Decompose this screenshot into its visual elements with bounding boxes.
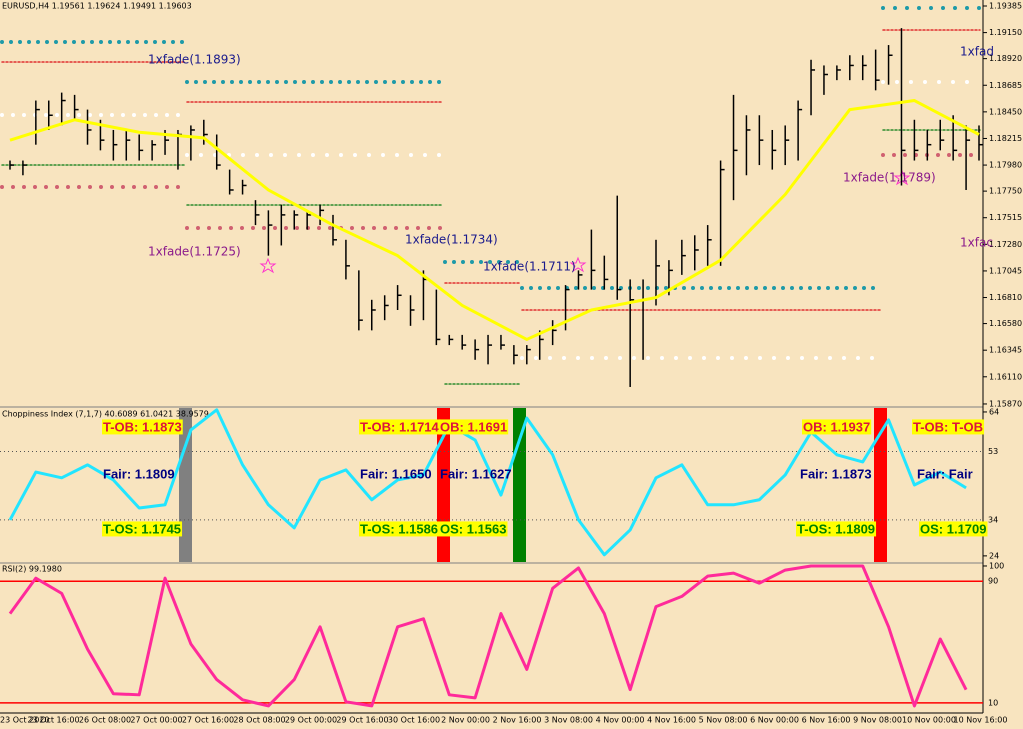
annotation-highlight	[439, 419, 509, 435]
x-tick-label: 29 Oct 16:00	[336, 716, 388, 725]
annotation-highlight	[912, 419, 985, 435]
annotation: T-OS: 1.1586	[360, 521, 438, 536]
annotation: 1xfade(1.1711)	[483, 260, 576, 274]
annotation: 1xfade(1.1734)	[405, 233, 498, 247]
annotation: Fair: 1.1627	[440, 466, 512, 481]
y-tick-label: 1.16345	[989, 346, 1022, 355]
x-tick-label: 23 Oct 2020	[0, 716, 49, 725]
annotation: T-OS: 1.1745	[103, 521, 181, 536]
x-tick-label: 23 Oct 16:00	[27, 716, 79, 725]
annotation-highlight	[802, 419, 872, 435]
annotation-highlight	[439, 521, 508, 537]
annotation: T-OB: T-OB	[913, 419, 983, 434]
y-tick-label: 100	[989, 561, 1004, 570]
annotation: Fair: 1.1650	[360, 466, 432, 481]
annotation: OS: 1.1709	[920, 521, 987, 536]
y-tick-label: 1.17045	[989, 266, 1022, 275]
annotation-highlight	[359, 419, 441, 435]
fade-levels	[0, 6, 982, 385]
x-tick-label: 10 Nov 00:00	[902, 716, 956, 725]
annotation: T-OB: 1.1873	[103, 419, 182, 434]
chart-title: EURUSD,H4 1.19561 1.19624 1.19491 1.1960…	[2, 2, 192, 11]
y-tick-label: 1.19385	[989, 2, 1022, 11]
x-tick-label: 30 Oct 16:00	[388, 716, 440, 725]
annotation: 1xfac	[960, 236, 993, 250]
annotation: 1xfade(1.1893)	[148, 53, 241, 67]
annotation: Fair: 1.1873	[800, 466, 872, 481]
level-label: 90	[988, 577, 998, 586]
annotation: T-OB: 1.1714	[360, 419, 440, 434]
x-tick-label: 27 Oct 00:00	[130, 716, 182, 725]
annotation: 1xfade(1.1725)	[148, 245, 241, 259]
x-tick-label: 4 Nov 00:00	[596, 716, 645, 725]
x-tick-label: 29 Oct 00:00	[285, 716, 337, 725]
indicator-title: RSI(2) 99.1980	[2, 565, 62, 574]
annotation: 1xfade(1.1789)	[843, 171, 936, 185]
annotation: Fair: 1.1809	[103, 466, 175, 481]
x-tick-label: 28 Oct 08:00	[233, 716, 285, 725]
level-label: 10	[988, 698, 998, 707]
annotation: Fair: Fair	[917, 466, 973, 481]
annotation-highlight	[102, 419, 183, 435]
indicator-line	[9, 99, 980, 341]
annotation-highlight	[919, 521, 988, 537]
x-tick-label: 9 Nov 08:00	[853, 716, 902, 725]
y-tick-label: 1.15870	[989, 399, 1022, 408]
indicator-line	[8, 408, 967, 557]
level-label: 53	[988, 447, 998, 456]
y-tick-label: 1.16110	[989, 372, 1022, 381]
annotation: T-OS: 1.1809	[797, 521, 875, 536]
y-tick-label: 1.18215	[989, 134, 1022, 143]
y-tick-label: 1.18685	[989, 81, 1022, 90]
y-tick-label: 1.19150	[989, 28, 1022, 37]
y-tick-label: 64	[989, 407, 999, 416]
y-tick-label: 1.17280	[989, 240, 1022, 249]
y-tick-label: 1.16580	[989, 319, 1022, 328]
x-tick-label: 4 Nov 16:00	[647, 716, 696, 725]
x-tick-label: 6 Nov 16:00	[802, 716, 851, 725]
annotation: 1xfad	[960, 45, 994, 59]
x-tick-label: 2 Nov 16:00	[493, 716, 542, 725]
indicator-title: Choppiness Index (7,1,7) 40.6089 61.0421…	[2, 410, 209, 419]
y-tick-label: 1.17750	[989, 187, 1022, 196]
annotation-highlight	[796, 521, 877, 537]
x-tick-label: 6 Nov 00:00	[750, 716, 799, 725]
level-label: 34	[988, 515, 998, 524]
annotation-highlight	[359, 521, 440, 537]
x-tick-label: 5 Nov 08:00	[699, 716, 748, 725]
x-tick-label: 3 Nov 08:00	[544, 716, 593, 725]
y-tick-label: 24	[989, 551, 999, 560]
y-tick-label: 1.17980	[989, 161, 1022, 170]
y-tick-label: 1.18920	[989, 54, 1022, 63]
x-tick-label: 2 Nov 00:00	[441, 716, 490, 725]
annotation-highlight	[102, 521, 183, 537]
x-tick-label: 27 Oct 16:00	[182, 716, 234, 725]
x-tick-label: 26 Oct 08:00	[79, 716, 131, 725]
y-tick-label: 1.18450	[989, 107, 1022, 116]
y-tick-label: 1.16810	[989, 293, 1022, 302]
annotation: OS: 1.1563	[440, 521, 507, 536]
annotation: OB: 1.1937	[803, 419, 870, 434]
x-tick-label: 10 Nov 16:00	[954, 716, 1008, 725]
annotation: OB: 1.1691	[440, 419, 507, 434]
y-tick-label: 1.17515	[989, 213, 1022, 222]
indicator-line	[8, 564, 968, 708]
